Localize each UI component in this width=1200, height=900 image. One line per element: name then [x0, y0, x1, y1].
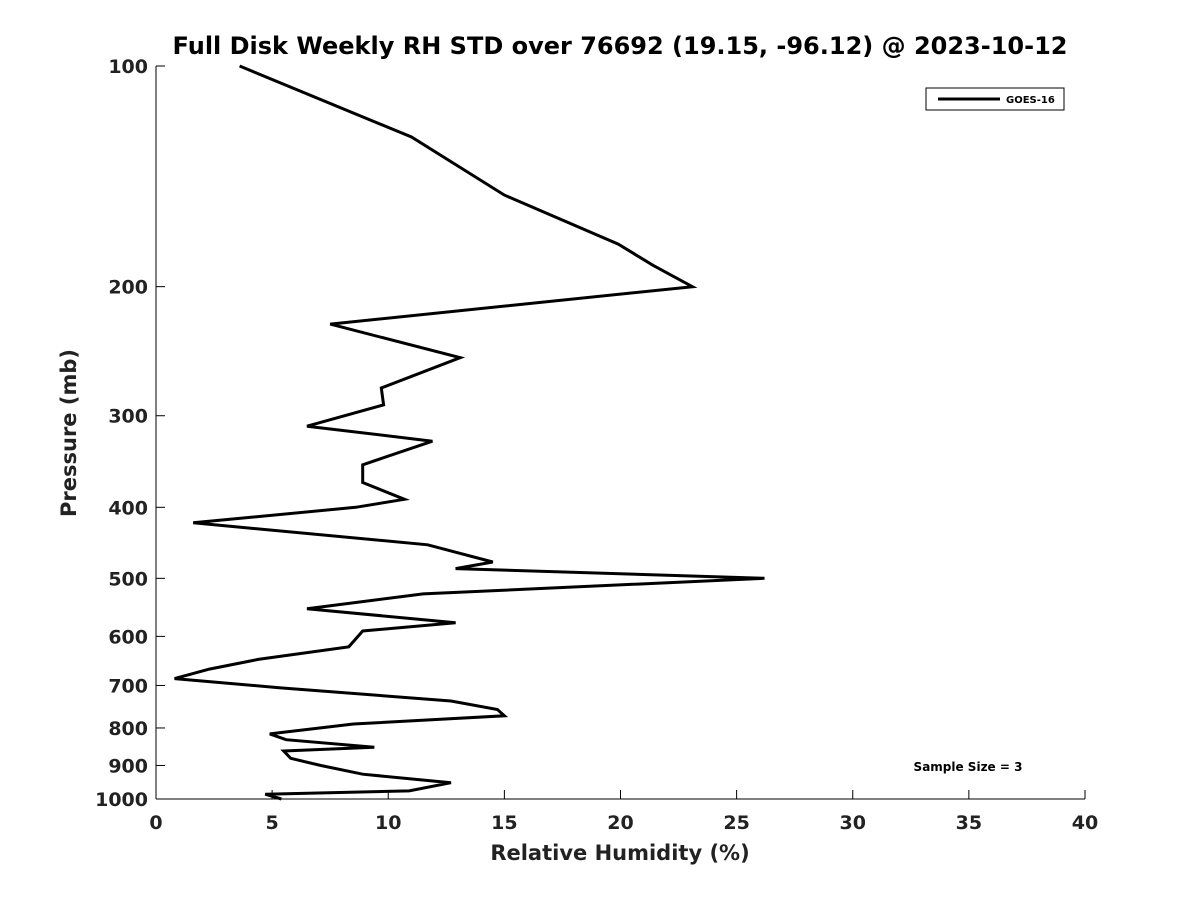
sample-size-annotation: Sample Size = 3 [914, 760, 1023, 774]
y-tick-label: 600 [108, 626, 148, 648]
x-tick-label: 40 [1072, 812, 1098, 834]
x-tick-label: 35 [956, 812, 982, 834]
series-line-goes-16 [174, 64, 765, 801]
axes: 0 5 10 15 20 25 30 35 40 100 200 300 400 500 600 700 800… [95, 56, 1098, 834]
x-tick-label: 0 [149, 812, 162, 834]
x-tick-label: 15 [491, 812, 517, 834]
legend-entry-goes-16: GOES-16 [1006, 95, 1055, 106]
chart-title: Full Disk Weekly RH STD over 76692 (19.1… [173, 32, 1068, 60]
y-tick-label: 100 [108, 56, 148, 78]
legend: GOES-16 [925, 87, 1065, 111]
series-layer [174, 64, 765, 801]
y-tick-label: 700 [108, 675, 148, 697]
x-axis-label: Relative Humidity (%) [490, 841, 749, 865]
x-tick-label: 20 [607, 812, 633, 834]
x-tick-label: 5 [266, 812, 279, 834]
x-tick-label: 30 [840, 812, 866, 834]
x-tick-label: 10 [375, 812, 401, 834]
y-tick-label: 800 [108, 718, 148, 740]
y-tick-label: 1000 [95, 789, 148, 811]
y-tick-label: 500 [108, 568, 148, 590]
y-tick-label: 900 [108, 755, 148, 777]
y-axis-label: Pressure (mb) [57, 349, 81, 517]
y-tick-label: 300 [108, 406, 148, 428]
y-tick-label: 400 [108, 497, 148, 519]
y-tick-label: 200 [108, 277, 148, 299]
x-tick-label: 25 [723, 812, 749, 834]
